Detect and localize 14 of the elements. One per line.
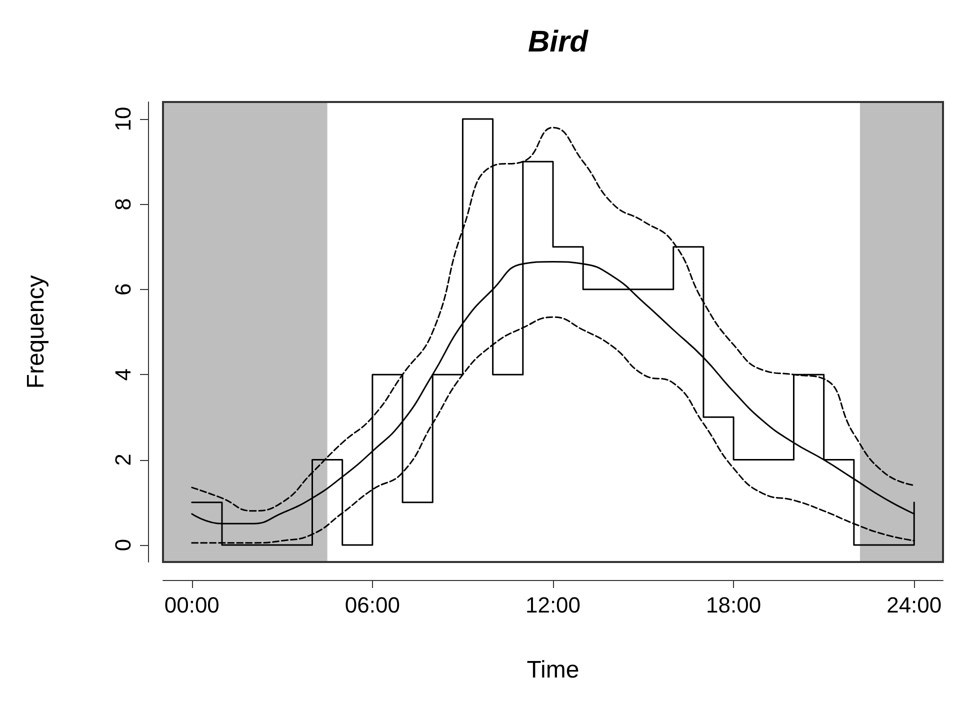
chart-title: Bird [528,26,589,58]
y-tick-label: 2 [110,454,136,466]
y-tick-label: 8 [110,198,136,210]
x-tick-label: 06:00 [344,592,400,618]
x-axis-title: Time [526,656,580,684]
y-axis-title: Frequency [22,275,50,389]
y-tick-label: 10 [110,106,136,132]
x-tick-label: 00:00 [164,592,220,618]
y-tick-label: 6 [110,283,136,296]
x-tick-label: 18:00 [706,592,762,618]
y-tick-label: 4 [110,368,136,381]
x-tick-label: 12:00 [525,592,581,618]
x-tick-label: 24:00 [886,592,942,618]
y-tick-label: 0 [110,538,136,552]
